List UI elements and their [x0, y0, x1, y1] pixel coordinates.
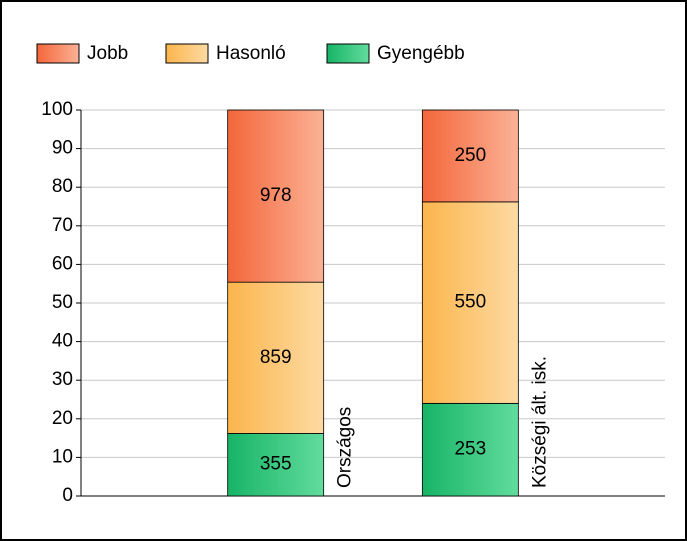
data-label: 550: [454, 292, 486, 313]
legend-label: Hasonló: [216, 43, 286, 64]
bar-segment: [421, 402, 519, 497]
y-tick-label: 10: [52, 446, 73, 467]
y-tick-label: 80: [52, 176, 73, 197]
y-tick-label: 0: [62, 485, 73, 506]
data-label: 355: [260, 454, 292, 475]
data-label: 978: [260, 185, 292, 206]
legend-label: Gyengébb: [377, 43, 465, 64]
y-tick-label: 90: [52, 138, 73, 159]
bar-segment: [227, 281, 325, 434]
bar-segment: [227, 433, 325, 497]
y-tick-label: 50: [52, 292, 73, 313]
data-label: 253: [454, 439, 486, 460]
y-tick-label: 60: [52, 253, 73, 274]
data-label: 250: [454, 145, 486, 166]
y-tick-label: 70: [52, 215, 73, 236]
legend-swatch: [326, 43, 370, 64]
bar-segment: [421, 201, 519, 404]
y-tick-label: 30: [52, 369, 73, 390]
y-tick-label: 20: [52, 408, 73, 429]
legend-swatch: [36, 43, 80, 64]
legend-label: Jobb: [87, 43, 128, 64]
bar-segment: [421, 109, 519, 203]
y-tick-label: 40: [52, 331, 73, 352]
legend-swatch: [165, 43, 209, 64]
bar-segment: [227, 109, 325, 283]
x-tick-label: Országos: [335, 407, 356, 488]
x-tick-label: Községi ált. isk.: [529, 356, 550, 488]
y-tick-label: 100: [41, 99, 73, 120]
data-label: 859: [260, 347, 292, 368]
